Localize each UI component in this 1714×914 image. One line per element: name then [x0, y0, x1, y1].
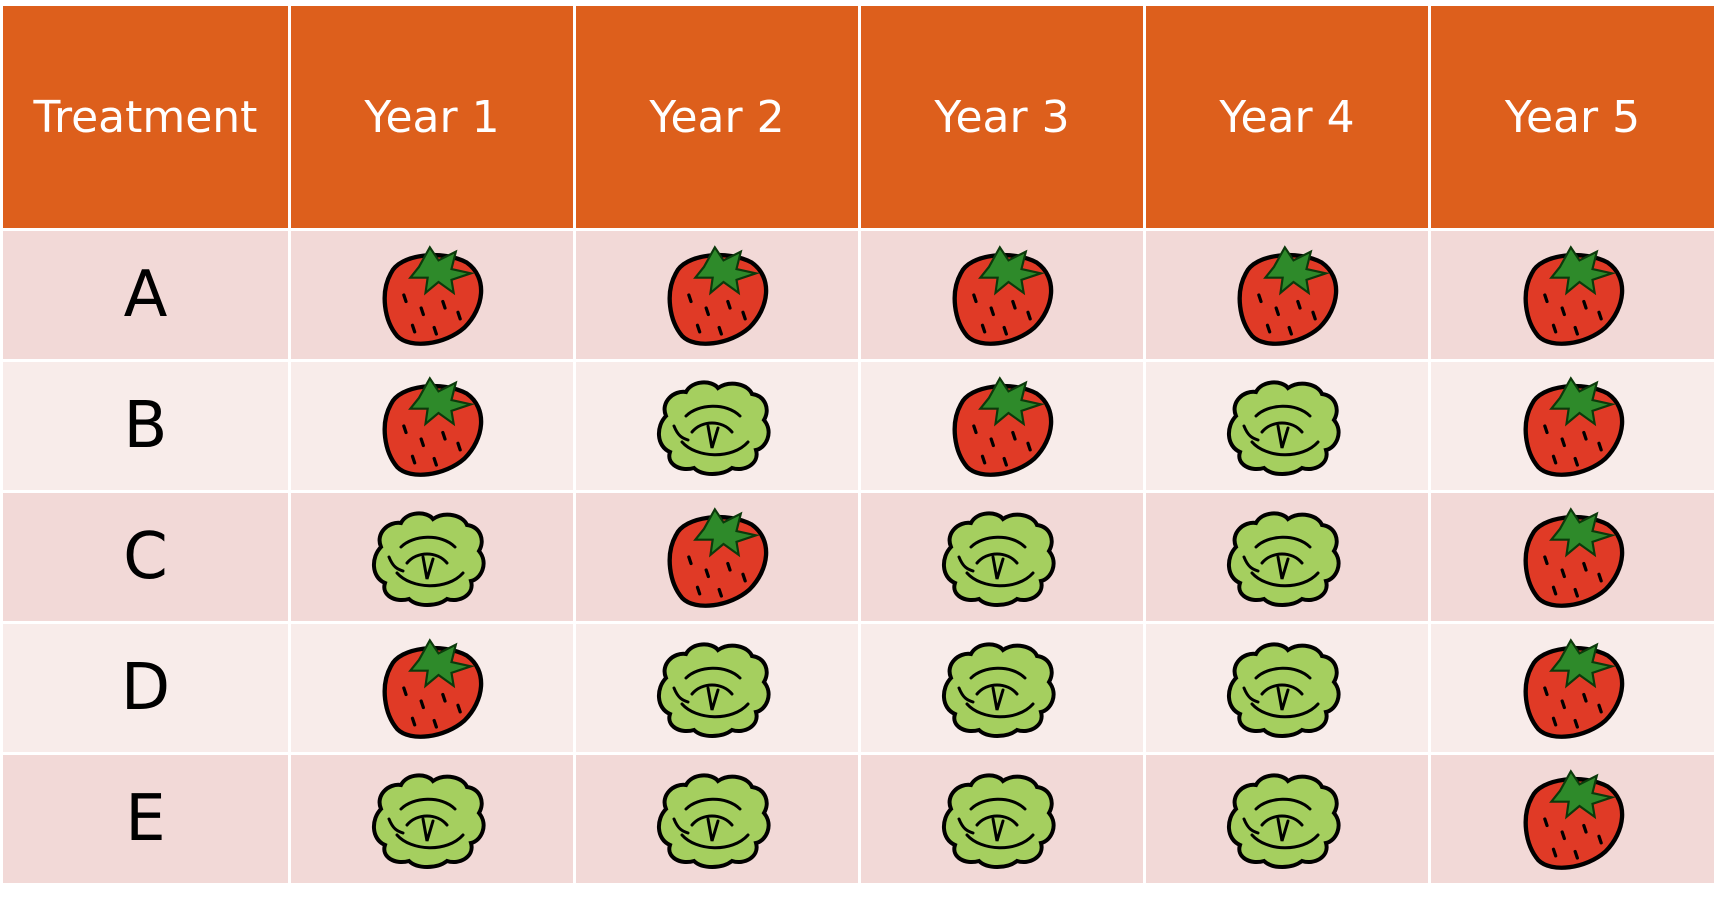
cell: [1430, 492, 1714, 623]
header-row: Treatment Year 1 Year 2 Year 3 Year 4 Ye…: [2, 6, 1714, 230]
lettuce-icon: [652, 633, 782, 743]
rotation-table: Treatment Year 1 Year 2 Year 3 Year 4 Ye…: [0, 6, 1714, 886]
cell: [575, 361, 860, 492]
cell: [575, 230, 860, 361]
cell: [1145, 754, 1430, 885]
header-cell: Year 5: [1430, 6, 1714, 230]
strawberry-icon: [937, 371, 1067, 481]
row: E: [2, 754, 1714, 885]
strawberry-icon: [1508, 764, 1638, 874]
lettuce-icon: [1222, 633, 1352, 743]
header-cell: Treatment: [2, 6, 290, 230]
lettuce-icon: [652, 371, 782, 481]
row-label: C: [2, 492, 290, 623]
lettuce-icon: [937, 633, 1067, 743]
lettuce-icon: [652, 764, 782, 874]
lettuce-icon: [937, 502, 1067, 612]
lettuce-icon: [1222, 502, 1352, 612]
strawberry-icon: [1508, 371, 1638, 481]
lettuce-icon: [367, 764, 497, 874]
strawberry-icon: [1508, 502, 1638, 612]
cell: [860, 492, 1145, 623]
cell: [290, 492, 575, 623]
cell: [290, 361, 575, 492]
cell: [860, 754, 1145, 885]
cell: [1145, 230, 1430, 361]
row-label: D: [2, 623, 290, 754]
lettuce-icon: [367, 502, 497, 612]
strawberry-icon: [367, 371, 497, 481]
cell: [1430, 623, 1714, 754]
cell: [1145, 623, 1430, 754]
cell: [1430, 754, 1714, 885]
cell: [575, 492, 860, 623]
cell: [1145, 361, 1430, 492]
row-label: E: [2, 754, 290, 885]
strawberry-icon: [1508, 633, 1638, 743]
cell: [860, 361, 1145, 492]
header-cell: Year 3: [860, 6, 1145, 230]
lettuce-icon: [1222, 764, 1352, 874]
strawberry-icon: [1222, 240, 1352, 350]
cell: [290, 230, 575, 361]
strawberry-icon: [937, 240, 1067, 350]
cell: [290, 623, 575, 754]
row: B: [2, 361, 1714, 492]
strawberry-icon: [652, 502, 782, 612]
cell: [575, 754, 860, 885]
row: D: [2, 623, 1714, 754]
lettuce-icon: [1222, 371, 1352, 481]
strawberry-icon: [367, 633, 497, 743]
strawberry-icon: [1508, 240, 1638, 350]
cell: [860, 623, 1145, 754]
cell: [1145, 492, 1430, 623]
cell: [860, 230, 1145, 361]
row: C: [2, 492, 1714, 623]
row-label: B: [2, 361, 290, 492]
cell: [1430, 361, 1714, 492]
lettuce-icon: [937, 764, 1067, 874]
header-cell: Year 1: [290, 6, 575, 230]
row-label: A: [2, 230, 290, 361]
cell: [290, 754, 575, 885]
strawberry-icon: [367, 240, 497, 350]
strawberry-icon: [652, 240, 782, 350]
cell: [575, 623, 860, 754]
page: Treatment Year 1 Year 2 Year 3 Year 4 Ye…: [0, 6, 1714, 914]
header-cell: Year 2: [575, 6, 860, 230]
header-cell: Year 4: [1145, 6, 1430, 230]
row: A: [2, 230, 1714, 361]
cell: [1430, 230, 1714, 361]
